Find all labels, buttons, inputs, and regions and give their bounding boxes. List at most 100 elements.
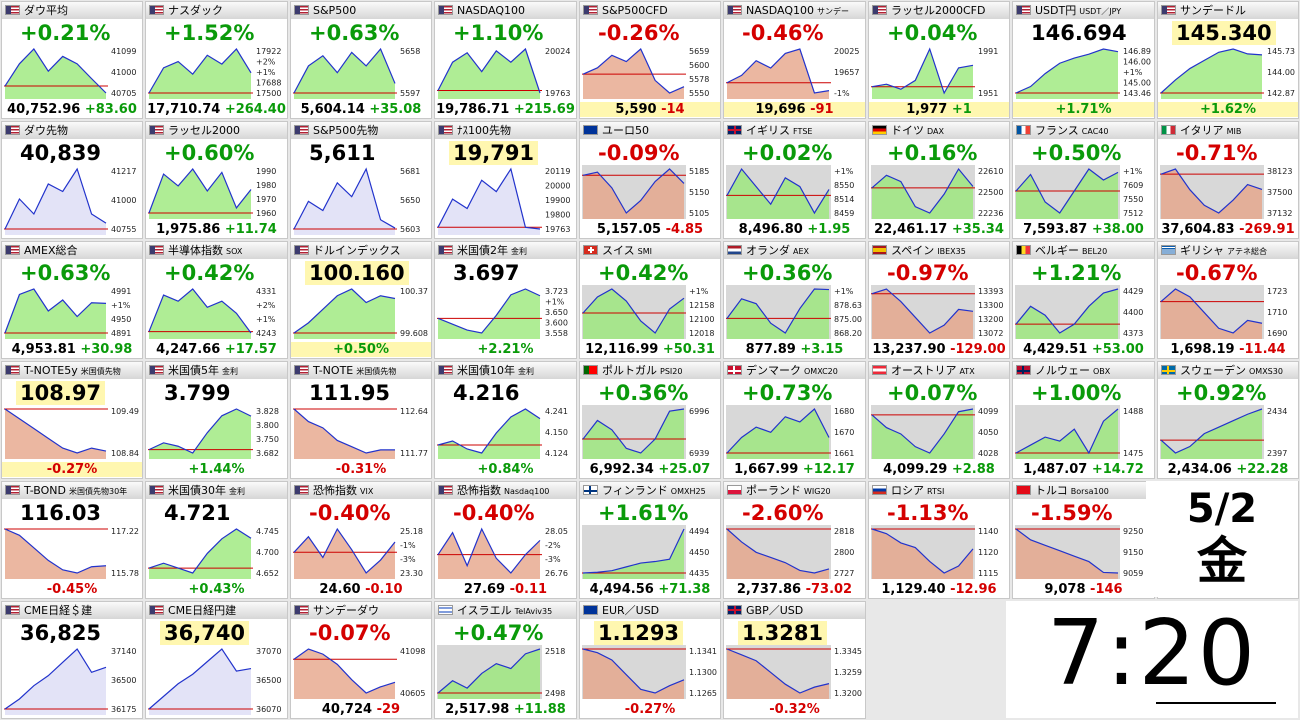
mini-chart: 2434 2397 bbox=[1160, 405, 1287, 459]
flag bbox=[438, 125, 453, 135]
mini-chart: 1990 1980 1970 1960 bbox=[148, 165, 276, 219]
axis-label: +1% bbox=[111, 301, 131, 310]
spark-area bbox=[872, 409, 973, 459]
tile-name: 半導体指数 SOX bbox=[168, 244, 243, 257]
bottom-quote: 1,129.40 -12.96 bbox=[869, 582, 1009, 597]
spark-area bbox=[583, 529, 684, 579]
quote-tile: フィンランド OMXH25 +1.61% 4494 4450 4435 4,494.56 +… bbox=[579, 481, 721, 599]
spark-line bbox=[4, 408, 107, 454]
tile-header: フィンランド OMXH25 bbox=[580, 482, 720, 499]
axis-label: 1680 bbox=[834, 407, 854, 416]
mini-chart: 20119 20000 19900 19800 19763 bbox=[437, 165, 570, 235]
spark-line bbox=[1160, 48, 1263, 94]
tile-header: フランス CAC40 bbox=[1013, 122, 1154, 139]
axis-label: 5659 bbox=[689, 47, 709, 56]
axis-label: 1661 bbox=[834, 449, 854, 458]
axis-label: 13072 bbox=[978, 329, 1003, 338]
bottom-quote: 5,157.05 -4.85 bbox=[580, 222, 720, 237]
bottom-quote: -0.27% bbox=[580, 702, 720, 717]
tile-header: 半導体指数 SOX bbox=[146, 242, 287, 259]
quote-tile: T-NOTE5y 米国債先物 108.97 109.49 108.84 -0.27% bbox=[1, 361, 143, 479]
flag bbox=[872, 125, 887, 135]
flag bbox=[872, 485, 887, 495]
spark-line bbox=[726, 48, 830, 94]
spark-line bbox=[148, 288, 252, 334]
change: +264.40 bbox=[224, 102, 286, 117]
spark-area bbox=[5, 409, 106, 459]
spark-line bbox=[582, 648, 685, 694]
axis-label: 20000 bbox=[545, 182, 570, 191]
tile-header: イタリア MIB bbox=[1158, 122, 1298, 139]
bottom-quote: 19,696 -91 bbox=[724, 102, 865, 117]
mini-chart: 100.37 99.608 bbox=[293, 285, 428, 339]
tile-subname: OBX bbox=[1093, 367, 1111, 376]
spark-line bbox=[871, 167, 974, 214]
change: +14.72 bbox=[1091, 462, 1144, 477]
flag bbox=[438, 245, 453, 255]
price: 40,724 bbox=[321, 702, 373, 717]
change: +1.95 bbox=[807, 222, 851, 237]
axis-label: 875.00 bbox=[834, 315, 862, 324]
flag bbox=[1016, 5, 1031, 15]
change: +2.88 bbox=[951, 462, 995, 477]
mini-chart: 37140 36500 36175 bbox=[4, 645, 136, 715]
tile-header: T-NOTE 米国債先物 bbox=[291, 362, 431, 379]
axis-label: 25.18 bbox=[400, 527, 423, 536]
quote-tile: 恐怖指数 Nasdaq100 -0.40% 28.05 -2% -3% 26.76 27.69… bbox=[434, 481, 577, 599]
bottom-quote: 5,604.14 +35.08 bbox=[291, 102, 431, 117]
mini-chart: 5681 5650 5603 bbox=[293, 165, 420, 235]
mini-chart: 6996 6939 bbox=[582, 405, 709, 459]
bottom-quote: 17,710.74 +264.40 bbox=[146, 102, 287, 117]
spark-area bbox=[5, 169, 106, 235]
axis-label: 111.77 bbox=[400, 449, 428, 458]
axis-label: 1.1300 bbox=[689, 668, 717, 677]
headline-value: -0.26% bbox=[598, 21, 680, 45]
spark-area bbox=[5, 649, 106, 715]
spark-line bbox=[582, 288, 685, 334]
price: 22,461.17 bbox=[874, 222, 948, 237]
tile-subname: OMXC20 bbox=[804, 367, 838, 376]
axis-label: 7609 bbox=[1123, 181, 1143, 190]
price: 13,237.90 bbox=[872, 342, 946, 357]
change: +35.34 bbox=[951, 222, 1004, 237]
flag bbox=[5, 125, 20, 135]
price: 2,737.86 bbox=[736, 582, 802, 597]
axis-label: 12018 bbox=[689, 329, 714, 338]
axis-label: 13300 bbox=[978, 301, 1003, 310]
tile-name: GBP／USD bbox=[746, 604, 804, 617]
tile-name: オーストリア ATX bbox=[891, 364, 975, 377]
mini-chart: 13393 13300 13200 13072 bbox=[871, 285, 1003, 339]
tile-name: 米国債5年 金利 bbox=[168, 364, 238, 377]
headline-value: -0.67% bbox=[1176, 261, 1258, 285]
axis-label: 5603 bbox=[400, 225, 420, 234]
axis-label: 3.682 bbox=[256, 449, 279, 458]
axis-label: 6996 bbox=[689, 407, 709, 416]
change: -269.91 bbox=[1239, 222, 1295, 237]
axis-label: 1710 bbox=[1267, 308, 1287, 317]
price: 7,593.87 bbox=[1023, 222, 1088, 237]
price: 19,696 bbox=[755, 102, 806, 117]
mini-chart: 109.49 108.84 bbox=[4, 405, 139, 459]
flag bbox=[5, 605, 20, 615]
bottom-quote: 40,752.96 +83.60 bbox=[2, 102, 142, 117]
flag bbox=[438, 365, 453, 375]
axis-label: 20025 bbox=[834, 47, 859, 56]
axis-label: +1% bbox=[834, 167, 854, 176]
mini-chart: 5658 5597 bbox=[293, 45, 420, 99]
quote-tile: サンデーダウ -0.07% 41098 40605 40,724 -29 bbox=[290, 601, 432, 719]
spark-area bbox=[149, 49, 251, 99]
tile-header: イスラエル TelAviv35 bbox=[435, 602, 576, 619]
headline-value: 3.799 bbox=[164, 381, 231, 405]
spark-line bbox=[4, 528, 107, 574]
mini-chart: 1.3345 1.3259 1.3200 bbox=[726, 645, 862, 699]
change: -0.27% bbox=[46, 462, 98, 477]
axis-label: 108.84 bbox=[111, 449, 139, 458]
axis-label: +1% bbox=[256, 315, 276, 324]
axis-label: 4373 bbox=[1123, 329, 1143, 338]
axis-label: 9059 bbox=[1123, 569, 1143, 578]
price: 5,157.05 bbox=[596, 222, 662, 237]
axis-label: 143.46 bbox=[1123, 89, 1151, 98]
quote-tile: フランス CAC40 +0.50% +1% 7609 7550 7512 7,593.87 +… bbox=[1012, 121, 1155, 239]
axis-label: 3.723 bbox=[545, 287, 568, 296]
flag bbox=[294, 245, 309, 255]
